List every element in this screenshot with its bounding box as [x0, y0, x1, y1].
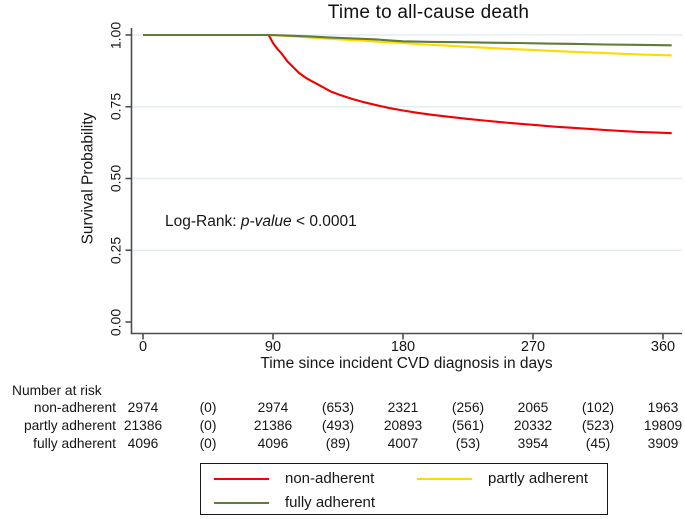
risk-cell: (102) [581, 400, 615, 415]
log-rank-annotation: Log-Rank: p-value < 0.0001 [165, 213, 357, 231]
risk-cell: (45) [585, 436, 611, 451]
legend-label-fully-adherent: fully adherent [285, 494, 376, 511]
chart-title: Time to all-cause death [327, 2, 530, 23]
legend-line-partly-adherent [417, 478, 472, 481]
plot-area [125, 28, 682, 340]
risk-cell: 21386 [253, 418, 293, 433]
risk-cell: 21386 [123, 418, 163, 433]
risk-cell: (0) [199, 436, 217, 451]
risk-cell: 3954 [517, 436, 549, 451]
risk-cell: (53) [455, 436, 481, 451]
y-axis-title: Survival Probability [79, 112, 97, 245]
risk-cell: (653) [321, 400, 355, 415]
number-at-risk-header: Number at risk [12, 383, 102, 398]
risk-cell: (0) [199, 400, 217, 415]
risk-cell: 4096 [257, 436, 289, 451]
risk-cell: 4096 [127, 436, 159, 451]
x-tick-label: 0 [138, 339, 148, 355]
annotation-pvalue: p-value [240, 213, 292, 230]
risk-cell: 4007 [387, 436, 419, 451]
survival-curve-fully-adherent [143, 33, 672, 47]
risk-cell: 20893 [383, 418, 423, 433]
y-tick-label: 0.50 [107, 164, 124, 193]
risk-cell: (493) [321, 418, 355, 433]
y-tick-label: 0.25 [107, 236, 124, 264]
risk-cell: 1963 [647, 400, 679, 415]
x-tick-label: 270 [520, 339, 546, 355]
y-tick-label: 0.00 [107, 308, 124, 336]
risk-cell: (89) [325, 436, 351, 451]
risk-cell: 2065 [517, 400, 549, 415]
risk-cell: 3909 [647, 436, 679, 451]
legend-label-partly-adherent: partly adherent [488, 470, 589, 487]
survival-curve-non-adherent [143, 33, 672, 135]
annotation-prefix: Log-Rank: [165, 213, 241, 230]
risk-cell: 19809 [643, 418, 683, 433]
risk-cell: 2974 [127, 400, 159, 415]
risk-cell: (0) [199, 418, 217, 433]
x-tick-label: 360 [650, 339, 676, 355]
risk-cell: 2974 [257, 400, 289, 415]
risk-cell: (256) [451, 400, 485, 415]
legend-line-fully-adherent [214, 502, 269, 505]
risk-row-label: fully adherent [33, 436, 116, 451]
legend-label-non-adherent: non-adherent [285, 470, 375, 487]
risk-cell: (523) [581, 418, 615, 433]
annotation-suffix: < 0.0001 [291, 213, 357, 230]
risk-row-label: partly adherent [23, 418, 116, 433]
risk-cell: (561) [451, 418, 485, 433]
x-tick-label: 90 [264, 339, 282, 355]
y-tick-label: 1.00 [107, 21, 124, 49]
y-tick-label: 0.75 [107, 93, 124, 121]
risk-cell: 20332 [513, 418, 553, 433]
x-axis-title: Time since incident CVD diagnosis in day… [260, 355, 553, 372]
legend-line-non-adherent [214, 478, 269, 481]
legend-box: non-adherent partly adherent fully adher… [200, 463, 608, 515]
risk-row-label: non-adherent [33, 400, 116, 415]
x-tick-label: 180 [390, 339, 416, 355]
risk-cell: 2321 [387, 400, 419, 415]
